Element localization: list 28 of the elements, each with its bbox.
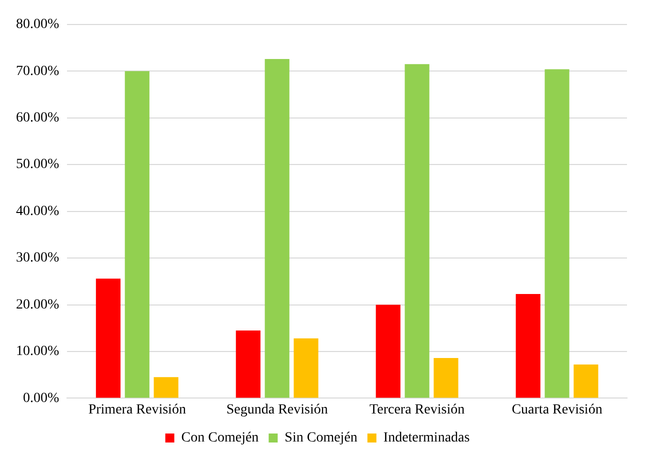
bar — [544, 69, 570, 398]
bar — [236, 330, 260, 398]
y-tick-label: 20.00% — [16, 297, 60, 312]
legend-label: Indeterminadas — [383, 430, 470, 446]
x-tick-label: Segunda Revisión — [226, 402, 328, 418]
bar — [516, 294, 540, 398]
y-tick-label: 60.00% — [16, 110, 60, 126]
y-tick-label: 40.00% — [16, 204, 60, 219]
y-tick-label: 30.00% — [16, 250, 60, 266]
bar — [404, 64, 430, 398]
x-tick-label: Cuarta Revisión — [512, 402, 602, 418]
bar — [294, 338, 318, 398]
legend-label: Sin Comején — [284, 430, 358, 446]
x-tick-label: Tercera Revisión — [370, 402, 465, 418]
y-tick-label: 70.00% — [16, 64, 60, 79]
bar — [96, 278, 121, 398]
bar — [434, 358, 458, 398]
bar — [376, 304, 400, 398]
y-tick-label: 10.00% — [16, 344, 60, 360]
legend-label: Con Comején — [181, 430, 259, 446]
bar — [154, 377, 178, 398]
y-tick-label: 80.00% — [16, 17, 60, 32]
x-tick-label: Primera Revisión — [88, 402, 186, 418]
bar — [124, 71, 150, 398]
y-tick-label: 0.00% — [22, 390, 60, 406]
bar — [574, 364, 598, 398]
bar — [264, 58, 290, 398]
y-tick-label: 50.00% — [16, 157, 60, 172]
